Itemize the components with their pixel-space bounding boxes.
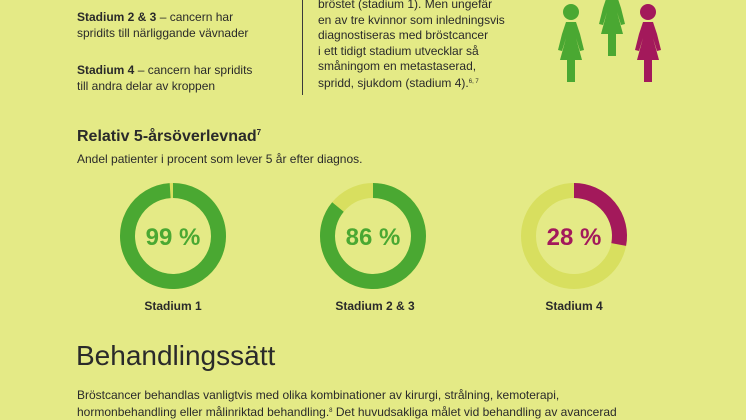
donut-value-label: 86 % [346,224,401,251]
treatment-line: Bröstcancer behandlas vanligtvis med oli… [77,388,560,402]
metastasis-paragraph: bröstet (stadium 1). Men ungefär en av t… [318,0,548,92]
mid-line: en av tre kvinnor som inledningsvis [318,12,505,27]
stage-4-line2: till andra delar av kroppen [77,79,216,93]
mid-line: spridd, sjukdom (stadium 4). [318,75,469,90]
stage-2-3-line2: spridits till närliggande vävnader [77,26,249,40]
survival-title: Relativ 5-årsöverlevnad7 [77,128,261,146]
survival-title-text: Relativ 5-årsöverlevnad [77,128,257,145]
column-divider [302,0,303,95]
donut-label-stage-1: Stadium 1 [144,299,202,313]
donut-label-stage-4: Stadium 4 [545,299,603,313]
woman-icon-purple [635,4,661,82]
stage-2-3-description: Stadium 2 & 3 – cancern har spridits til… [77,9,248,41]
stage-4-label: Stadium 4 [77,63,135,77]
mid-line: i ett tidigt stadium utvecklar så [318,43,479,58]
stage-4-text: – cancern har spridits [134,63,253,77]
mid-line: diagnostiseras med bröstcancer [318,28,489,43]
donut-value-arc [120,183,226,289]
treatment-line: Det huvudsakliga målet vid behandling av… [332,405,617,419]
donut-value-arc [320,183,426,289]
treatment-line: hormonbehandling eller målinriktad behan… [77,405,330,419]
treatment-paragraph: Bröstcancer behandlas vanligtvis med oli… [77,387,717,420]
donut-value-label: 99 % [146,224,201,251]
reference: 8 [329,408,333,414]
donut-value-label: 28 % [547,224,602,251]
women-pictogram [558,0,661,82]
stage-4-description: Stadium 4 – cancern har spridits till an… [77,62,252,94]
stage-2-3-text: – cancern har [156,10,234,24]
woman-icon-green [599,0,625,56]
reference: 6, 7 [468,78,479,85]
donut-label-stage-2-3: Stadium 2 & 3 [335,299,415,313]
mid-line: bröstet (stadium 1). Men ungefär [318,0,493,11]
stage-2-3-label: Stadium 2 & 3 [77,10,157,24]
survival-subtitle: Andel patienter i procent som lever 5 år… [77,152,363,166]
donut-value-arc [573,183,627,246]
mid-line: småningom en metastaserad, [318,59,477,74]
survival-donut-charts: 99 % 86 % 28 % [120,183,627,289]
section-heading: Behandlingssätt [76,340,276,371]
reference: 7 [256,128,262,137]
woman-icon-green [558,4,584,82]
